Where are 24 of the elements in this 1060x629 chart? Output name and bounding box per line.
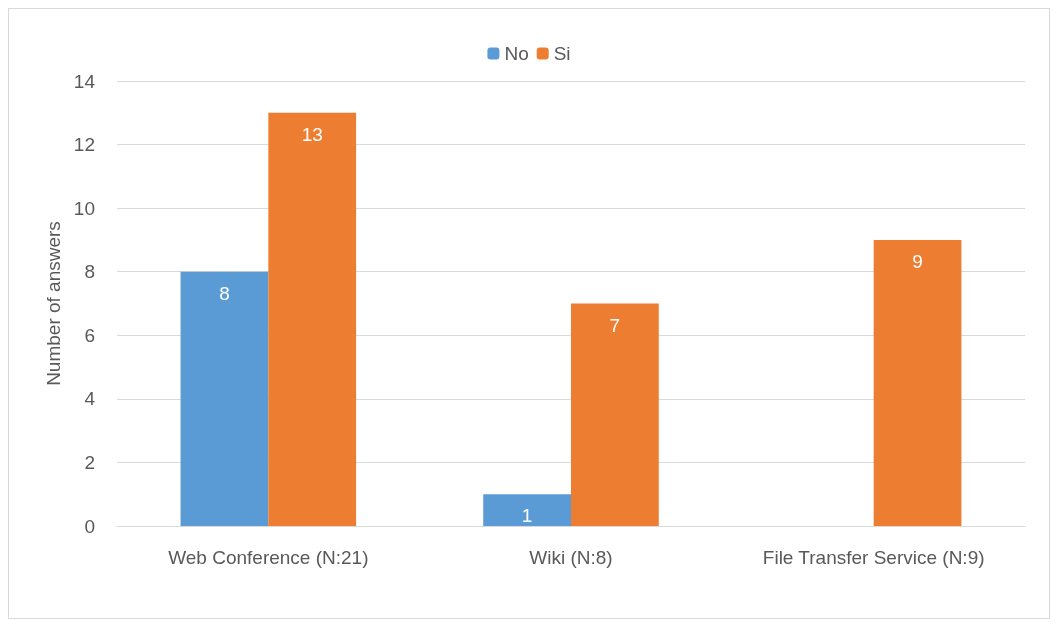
data-label: 1 <box>521 505 533 527</box>
bar <box>483 494 571 526</box>
y-tick-label: 0 <box>84 515 95 537</box>
y-tick-label: 12 <box>73 134 95 156</box>
legend-label: Si <box>553 43 571 64</box>
x-tick-label: Web Conference (N:21) <box>168 547 369 568</box>
y-tick-label: 8 <box>84 261 95 283</box>
bar <box>180 271 269 526</box>
data-label: 7 <box>609 314 621 336</box>
y-axis-title: Number of answers <box>42 221 64 386</box>
y-tick-label: 14 <box>73 70 96 92</box>
bar <box>873 239 962 526</box>
y-tick-label: 2 <box>84 451 95 473</box>
y-tick-label: 6 <box>84 324 95 346</box>
data-label: 8 <box>219 282 230 304</box>
legend-label: No <box>504 43 529 64</box>
bar <box>571 303 659 526</box>
y-tick-label: 4 <box>84 388 96 410</box>
x-tick-label: Wiki (N:8) <box>529 547 613 568</box>
data-label: 13 <box>301 123 323 145</box>
x-tick-label: File Transfer Service (N:9) <box>762 547 985 568</box>
bar <box>268 112 357 526</box>
data-label: 9 <box>912 250 923 272</box>
y-tick-label: 10 <box>73 197 95 219</box>
